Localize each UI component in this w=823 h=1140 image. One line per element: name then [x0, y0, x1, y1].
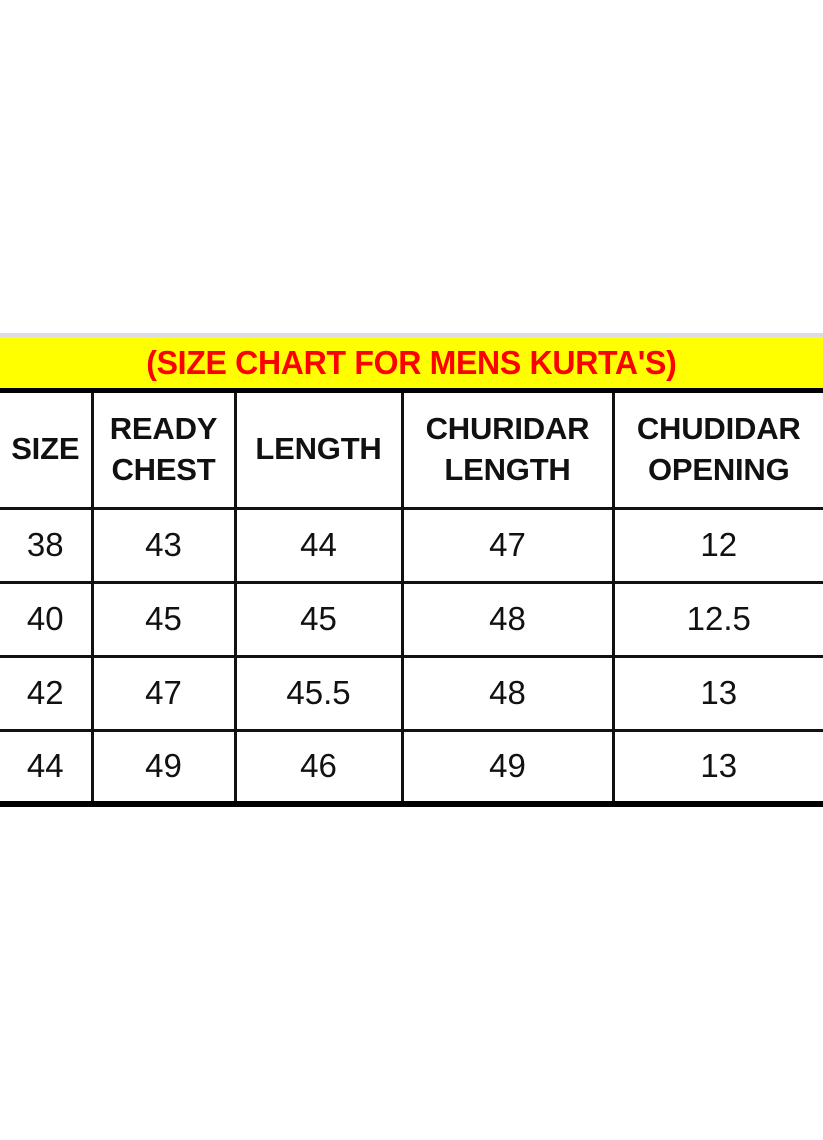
cell-ready-chest: 45	[92, 582, 237, 658]
column-header-size: SIZE	[0, 393, 94, 510]
cell-churidar-length: 47	[402, 508, 615, 584]
cell-chudidar-opening: 13	[613, 730, 823, 807]
cell-ready-chest: 49	[92, 730, 237, 807]
column-header-length: LENGTH	[235, 393, 404, 510]
table-row: 40 45 45 48 12.5	[0, 582, 823, 658]
cell-ready-chest: 43	[92, 508, 237, 584]
top-whitespace	[0, 0, 823, 333]
top-hairline	[0, 333, 823, 337]
cell-churidar-length: 49	[402, 730, 615, 807]
cell-size: 38	[0, 508, 94, 584]
table-row: 44 49 46 49 13	[0, 730, 823, 807]
size-chart-table: SIZE READY CHEST LENGTH CHURIDAR LENGTH …	[0, 393, 823, 807]
cell-length: 44	[235, 508, 404, 584]
size-chart-block: (SIZE CHART FOR MENS KURTA'S) SIZE READY…	[0, 333, 823, 807]
column-header-chudidar-opening: CHUDIDAR OPENING	[613, 393, 823, 510]
cell-churidar-length: 48	[402, 656, 615, 732]
cell-length: 45	[235, 582, 404, 658]
cell-churidar-length: 48	[402, 582, 615, 658]
page-title: (SIZE CHART FOR MENS KURTA'S)	[146, 344, 677, 381]
chart-title-banner: (SIZE CHART FOR MENS KURTA'S)	[0, 337, 823, 393]
cell-length: 45.5	[235, 656, 404, 732]
cell-size: 44	[0, 730, 94, 807]
cell-chudidar-opening: 12	[613, 508, 823, 584]
table-row: 42 47 45.5 48 13	[0, 656, 823, 732]
cell-chudidar-opening: 13	[613, 656, 823, 732]
cell-ready-chest: 47	[92, 656, 237, 732]
cell-length: 46	[235, 730, 404, 807]
table-row: 38 43 44 47 12	[0, 508, 823, 584]
column-header-churidar-length: CHURIDAR LENGTH	[402, 393, 615, 510]
table-header-row: SIZE READY CHEST LENGTH CHURIDAR LENGTH …	[0, 393, 823, 510]
cell-size: 42	[0, 656, 94, 732]
cell-size: 40	[0, 582, 94, 658]
bottom-whitespace	[0, 807, 823, 1140]
cell-chudidar-opening: 12.5	[613, 582, 823, 658]
column-header-ready-chest: READY CHEST	[92, 393, 237, 510]
